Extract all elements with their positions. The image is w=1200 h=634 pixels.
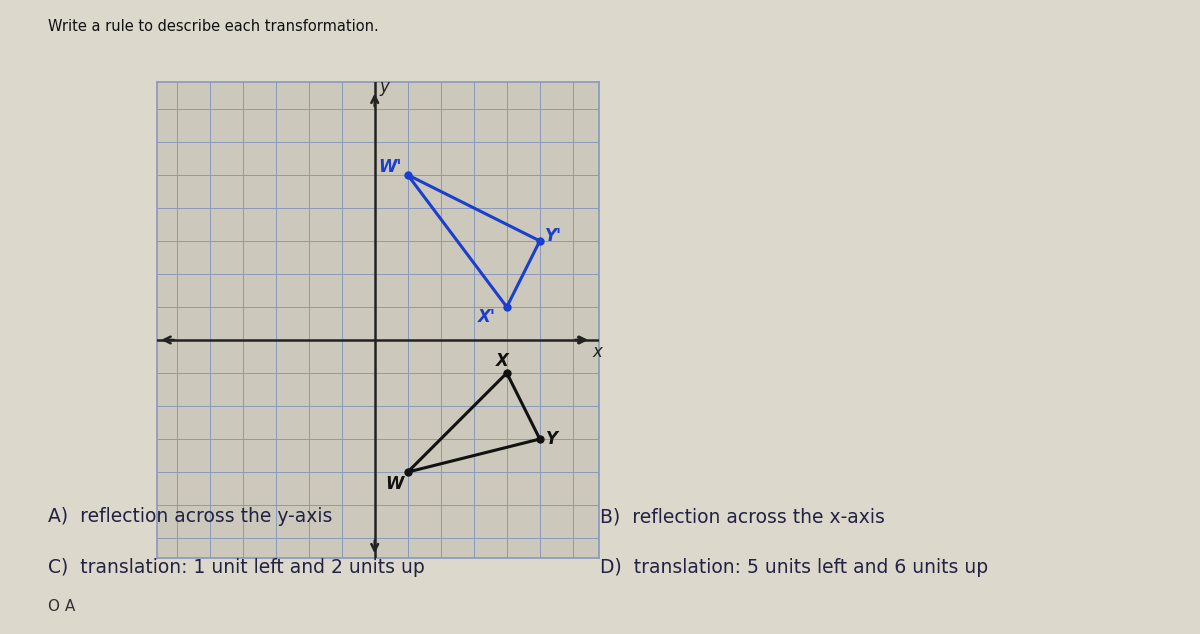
Text: D)  translation: 5 units left and 6 units up: D) translation: 5 units left and 6 units… [600,558,988,577]
Text: W: W [385,475,403,493]
Text: X': X' [478,308,496,326]
Text: C)  translation: 1 unit left and 2 units up: C) translation: 1 unit left and 2 units … [48,558,425,577]
Text: A)  reflection across the y-axis: A) reflection across the y-axis [48,507,332,526]
Text: O A: O A [48,599,76,614]
Text: Y': Y' [545,227,563,245]
Text: W': W' [378,158,401,176]
Text: B)  reflection across the x-axis: B) reflection across the x-axis [600,507,884,526]
Text: y: y [379,79,390,96]
Text: X: X [496,353,509,370]
Text: Y: Y [546,430,558,448]
Text: x: x [593,342,602,361]
Text: Write a rule to describe each transformation.: Write a rule to describe each transforma… [48,19,379,34]
